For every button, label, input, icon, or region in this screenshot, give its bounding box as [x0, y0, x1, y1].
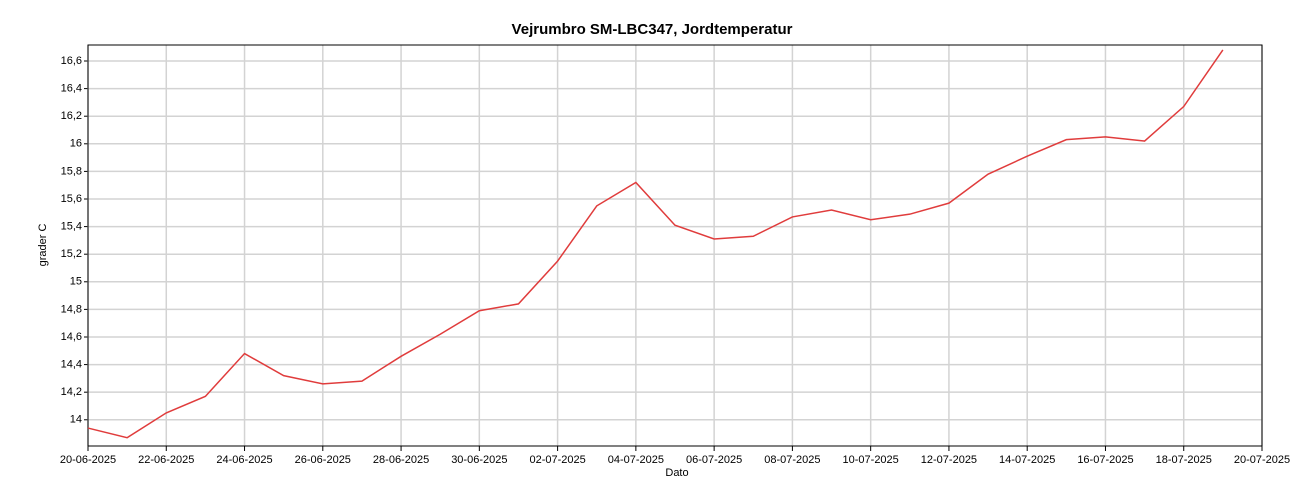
x-tick-label: 06-07-2025: [686, 454, 742, 466]
plot-area: [88, 45, 1262, 446]
y-axis-label: grader C: [37, 224, 49, 267]
y-tick-label: 15,6: [61, 193, 82, 205]
y-tick-label: 16,2: [61, 110, 82, 122]
x-tick-label: 08-07-2025: [764, 454, 820, 466]
y-tick-label: 14: [70, 414, 82, 426]
x-tick-label: 12-07-2025: [921, 454, 977, 466]
x-tick-label: 24-06-2025: [216, 454, 272, 466]
y-tick-label: 16,6: [61, 55, 82, 67]
chart-title: Vejrumbro SM-LBC347, Jordtemperatur: [512, 21, 793, 38]
y-tick-label: 14,6: [61, 331, 82, 343]
x-axis-label: Dato: [665, 467, 688, 479]
x-tick-label: 16-07-2025: [1077, 454, 1133, 466]
x-tick-label: 04-07-2025: [608, 454, 664, 466]
y-tick-label: 15,8: [61, 165, 82, 177]
x-tick-label: 20-06-2025: [60, 454, 116, 466]
plot-border: [87, 44, 1263, 447]
x-tick-label: 18-07-2025: [1156, 454, 1212, 466]
x-tick-label: 14-07-2025: [999, 454, 1055, 466]
y-tick-label: 16: [70, 138, 82, 150]
x-tick-label: 02-07-2025: [529, 454, 585, 466]
x-tick-label: 30-06-2025: [451, 454, 507, 466]
y-tick-label: 15,2: [61, 248, 82, 260]
y-tick-label: 14,8: [61, 303, 82, 315]
y-tick-label: 15: [70, 276, 82, 288]
y-tick-label: 16,4: [61, 83, 82, 95]
y-tick-label: 14,4: [61, 358, 82, 370]
x-tick-label: 28-06-2025: [373, 454, 429, 466]
x-tick-label: 20-07-2025: [1234, 454, 1290, 466]
y-tick-label: 15,4: [61, 221, 82, 233]
data-line: [87, 49, 1224, 439]
y-tick-label: 14,2: [61, 386, 82, 398]
x-tick-label: 26-06-2025: [295, 454, 351, 466]
x-tick-label: 10-07-2025: [843, 454, 899, 466]
x-tick-label: 22-06-2025: [138, 454, 194, 466]
